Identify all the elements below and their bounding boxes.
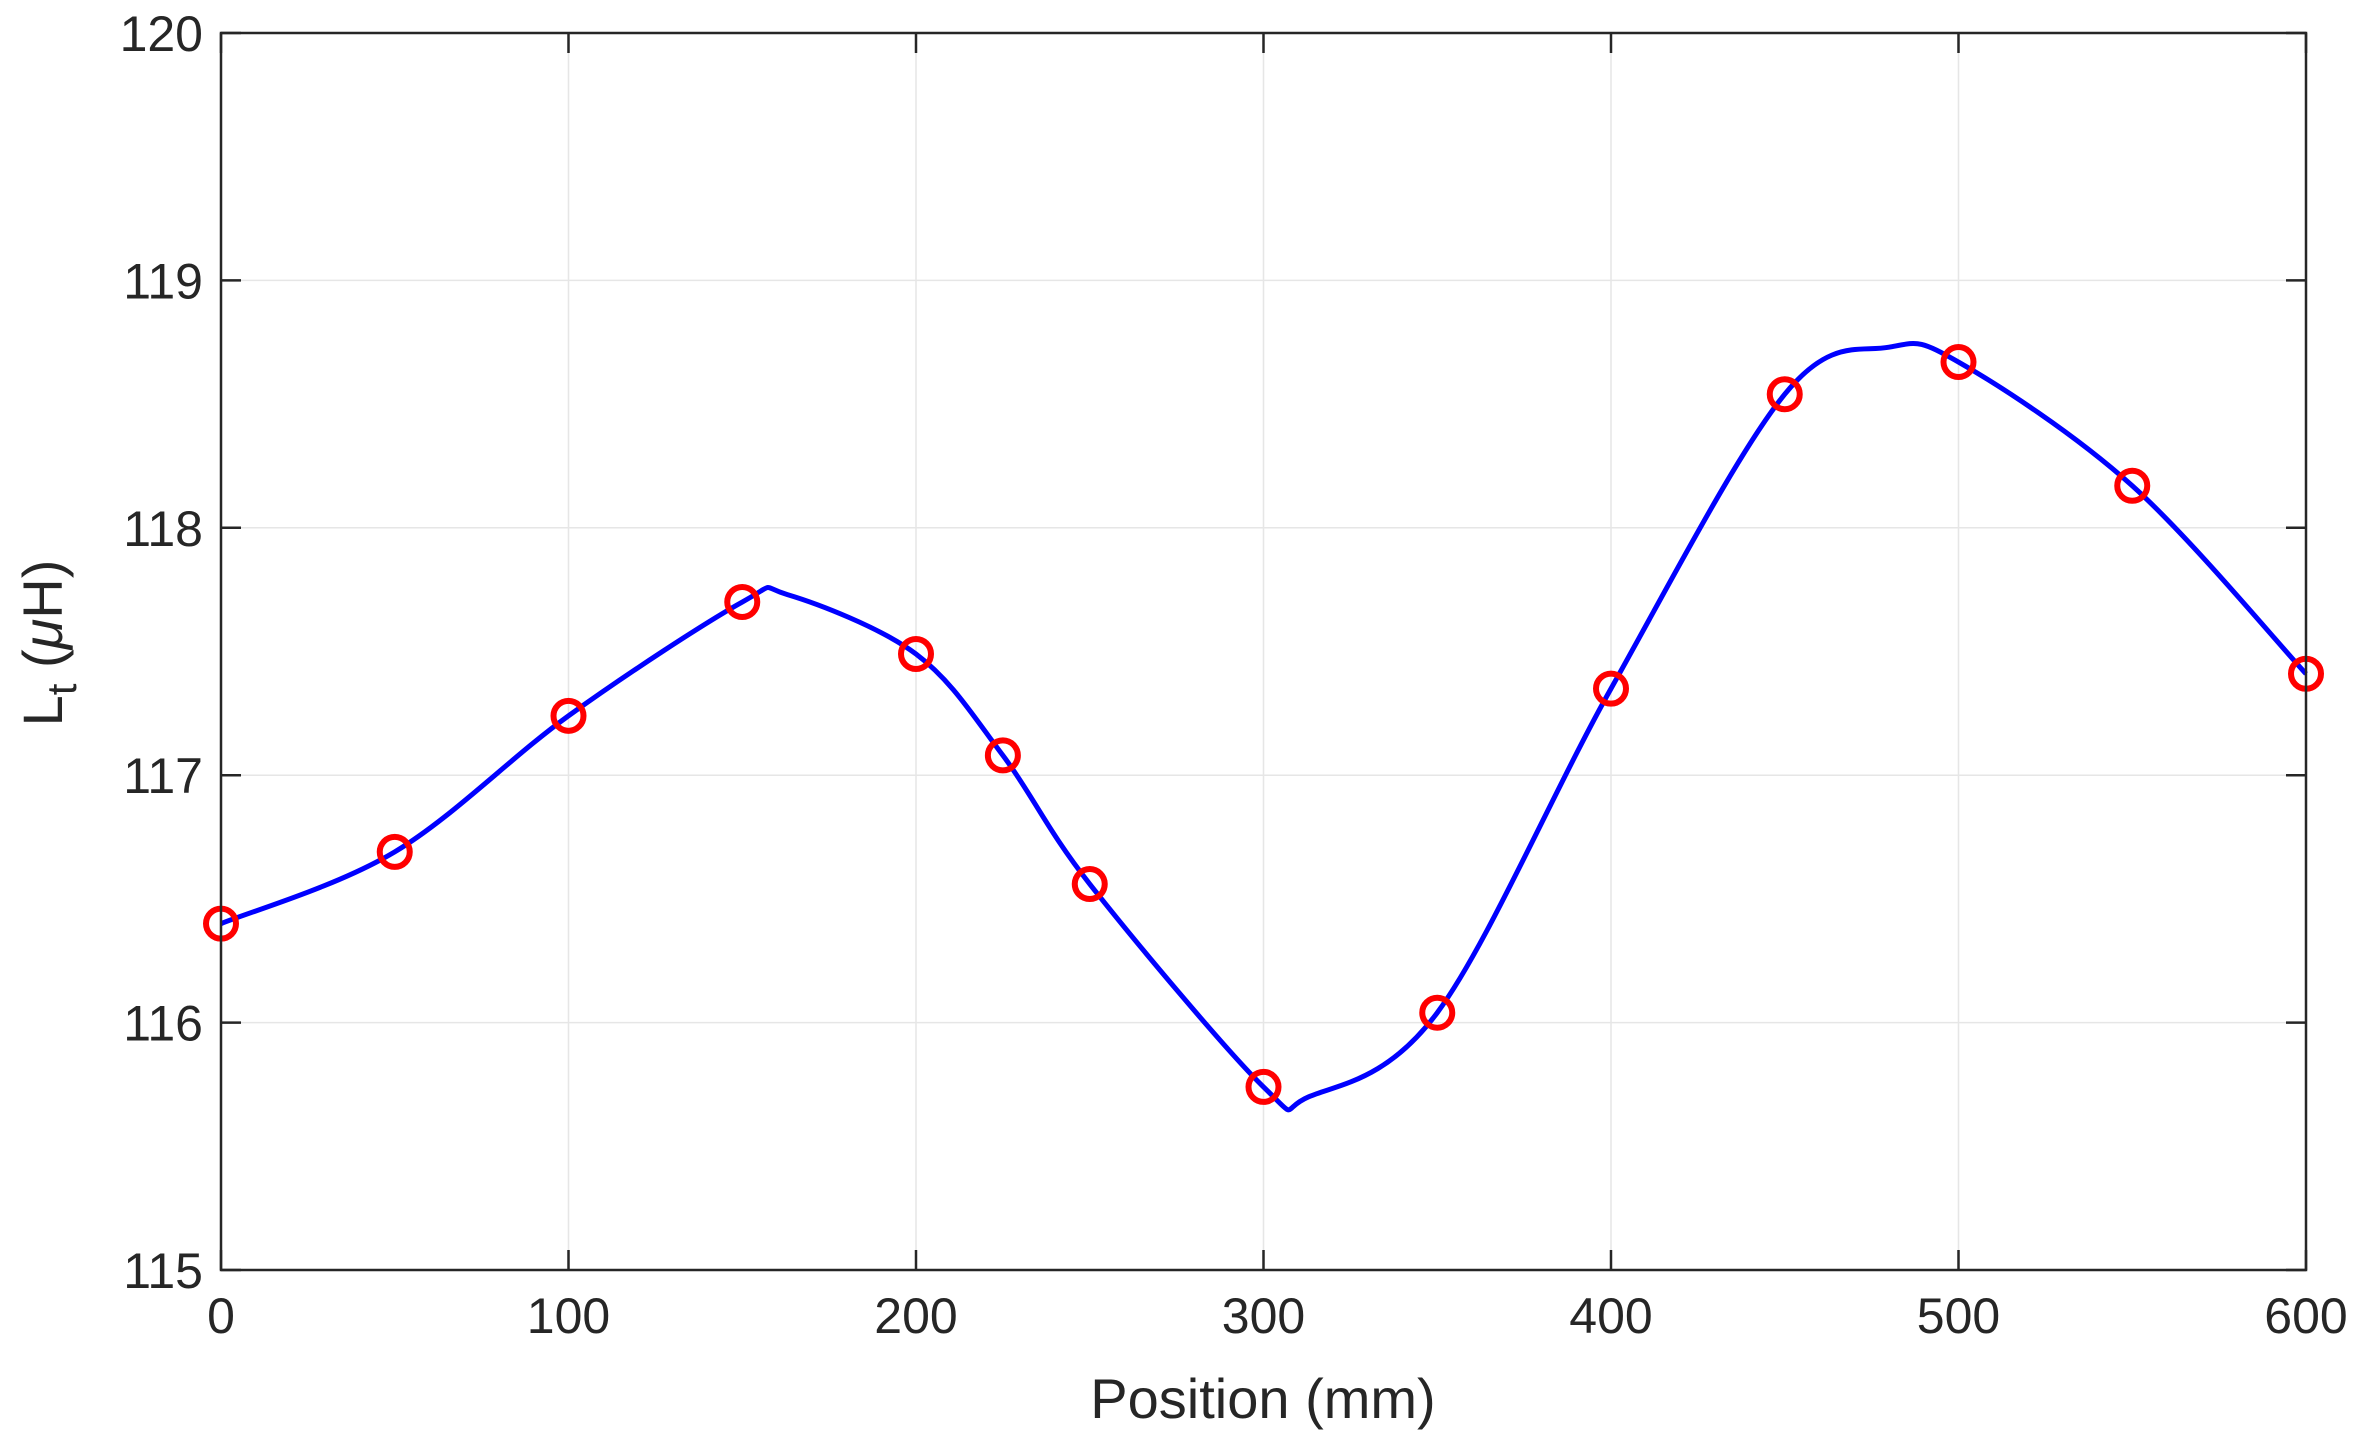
data-point-marker bbox=[376, 833, 413, 870]
data-point-marker bbox=[1766, 376, 1803, 413]
data-point-marker bbox=[1940, 344, 1977, 381]
y-tick-label: 116 bbox=[123, 996, 203, 1052]
x-tick-label: 600 bbox=[2264, 1288, 2347, 1344]
y-axis-label-unit-greek: μ bbox=[11, 619, 74, 652]
data-point-marker bbox=[1593, 670, 1629, 707]
x-tick-label: 500 bbox=[1917, 1288, 2000, 1344]
y-axis-label-subscript: t bbox=[38, 683, 85, 695]
x-tick-label: 400 bbox=[1569, 1288, 1652, 1344]
y-axis-label-main: L bbox=[11, 695, 74, 726]
x-axis-label: Position (mm) bbox=[1090, 1367, 1435, 1430]
axes bbox=[219, 31, 2308, 1272]
x-tick-label: 100 bbox=[527, 1288, 610, 1344]
y-tick-label: 118 bbox=[123, 501, 203, 557]
data-point-marker bbox=[898, 635, 934, 672]
tick-labels: 0 100 200 300 400 500 600 115 116 117 118 119 120 bbox=[120, 6, 2348, 1344]
data-point-marker bbox=[2114, 467, 2151, 504]
x-tick-label: 0 bbox=[207, 1288, 235, 1344]
y-tick-label: 117 bbox=[123, 748, 203, 804]
x-tick-label: 200 bbox=[874, 1288, 957, 1344]
data-markers-layer bbox=[203, 344, 2324, 1105]
fitted-curve-layer bbox=[220, 341, 2308, 1113]
data-point-marker bbox=[550, 697, 587, 734]
data-point-marker bbox=[1419, 994, 1456, 1031]
y-tick-label: 115 bbox=[123, 1243, 203, 1299]
y-axis-label-unit-open: ( bbox=[11, 649, 74, 684]
data-point-marker bbox=[724, 584, 761, 621]
y-tick-label: 119 bbox=[123, 253, 203, 309]
y-axis-label-unit-rest: H) bbox=[11, 560, 74, 619]
y-tick-label: 120 bbox=[120, 6, 203, 62]
fitted-curve-line bbox=[220, 341, 2308, 1113]
x-tick-label: 300 bbox=[1222, 1288, 1305, 1344]
data-point-marker bbox=[984, 737, 1021, 774]
y-axis-label: Lt (μH) bbox=[11, 560, 85, 727]
data-point-marker bbox=[1245, 1068, 1282, 1105]
data-point-marker bbox=[1071, 866, 1108, 903]
